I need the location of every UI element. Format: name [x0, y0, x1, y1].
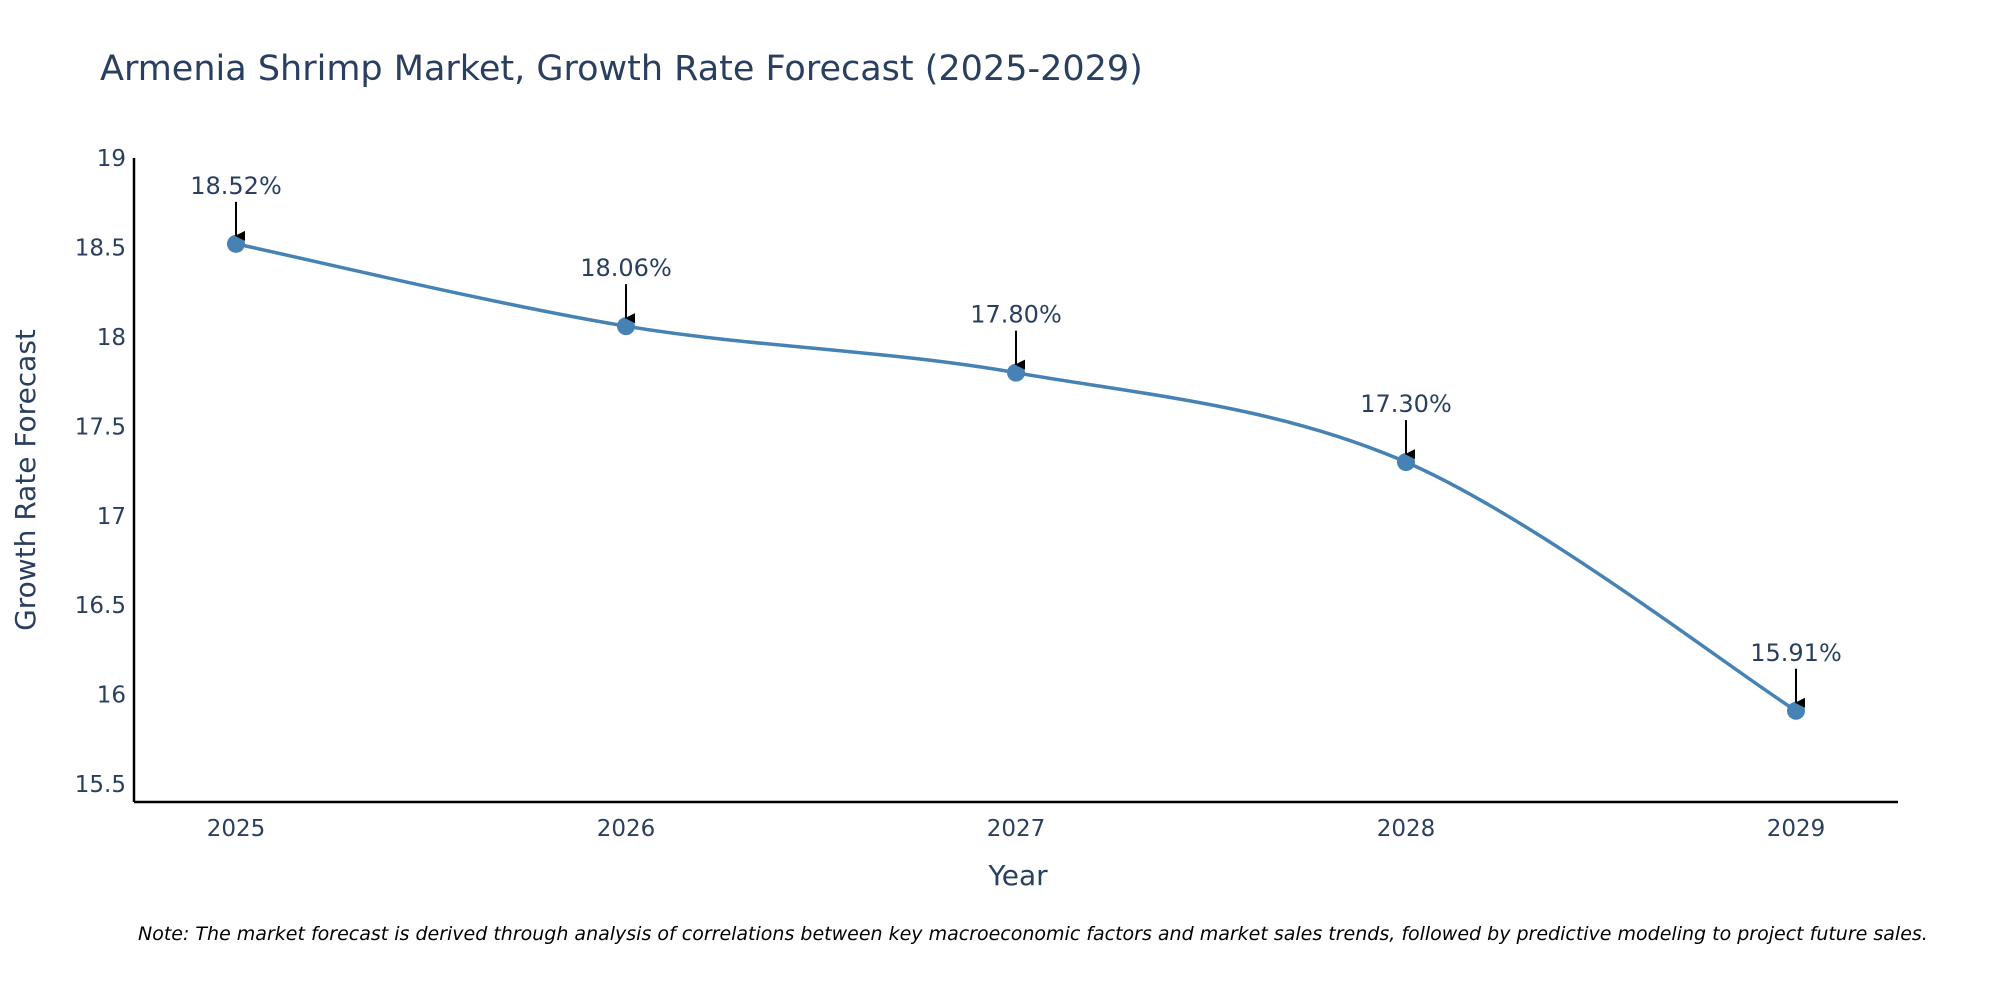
series-line	[235, 242, 1797, 713]
data-point	[227, 234, 245, 253]
x-axis-title: Year	[987, 859, 1048, 892]
data-point	[617, 317, 635, 336]
footnote: Note: The market forecast is derived thr…	[138, 923, 1928, 945]
y-tick-label: 18	[97, 325, 126, 351]
data-label: 17.30%	[1360, 390, 1452, 418]
y-tick-label: 18.5	[75, 235, 126, 261]
data-label: 15.91%	[1750, 639, 1842, 667]
y-tick-label: 17.5	[75, 414, 126, 440]
x-tick-label: 2027	[987, 816, 1046, 842]
y-tick-label: 19	[97, 146, 126, 172]
x-tick-label: 2028	[1377, 816, 1436, 842]
data-point	[1787, 701, 1805, 720]
y-axis-title: Growth Rate Forecast	[9, 329, 42, 631]
data-label-annotations: 18.52% 18.06% 17.80% 17.30% 15.91%	[190, 172, 1842, 708]
y-tick-label: 16	[97, 683, 126, 709]
x-tick-label: 2025	[207, 816, 266, 842]
data-point	[1397, 453, 1415, 472]
data-label: 17.80%	[970, 301, 1062, 329]
y-tick-label: 16.5	[75, 593, 126, 619]
x-tick-label: 2026	[597, 816, 656, 842]
data-label: 18.06%	[580, 254, 672, 282]
data-label: 18.52%	[190, 172, 282, 200]
y-tick-label: 17	[97, 504, 126, 530]
data-point	[1007, 363, 1025, 382]
y-tick-labels: 15.5 16 16.5 17 17.5 18 18.5 19	[75, 146, 126, 798]
chart-title: Armenia Shrimp Market, Growth Rate Forec…	[100, 49, 1143, 89]
y-tick-label: 15.5	[75, 772, 126, 798]
x-tick-label: 2029	[1767, 816, 1826, 842]
x-tick-labels: 2025 2026 2027 2028 2029	[207, 816, 1826, 842]
